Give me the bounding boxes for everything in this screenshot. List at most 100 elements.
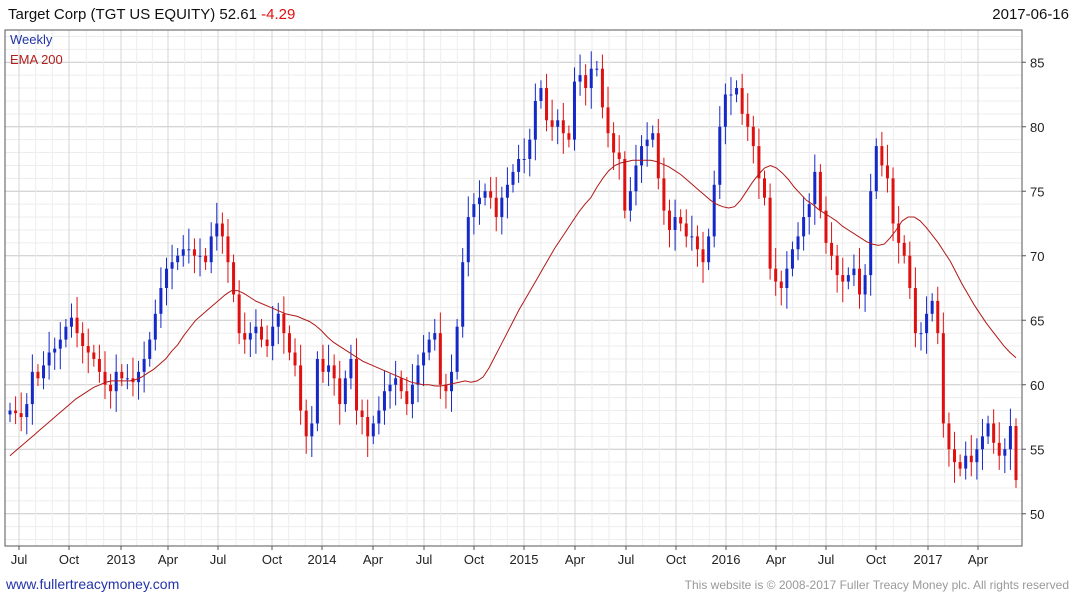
candle-body [567, 133, 571, 140]
candle [332, 354, 336, 396]
x-tick-label: 2015 [510, 552, 539, 567]
candle [500, 186, 504, 235]
candle [584, 64, 588, 106]
candle [142, 341, 146, 393]
candle-body [332, 365, 336, 379]
candle-body [75, 317, 79, 334]
candle [969, 435, 973, 477]
candle-body [807, 204, 811, 218]
candle-body [1008, 426, 1012, 450]
candle [377, 396, 381, 435]
candle [813, 154, 817, 225]
candle-body [785, 268, 789, 288]
candle-body [148, 339, 152, 359]
candle [137, 360, 141, 400]
candle-body [433, 333, 437, 340]
candle-body [237, 294, 241, 334]
candle [131, 357, 135, 397]
candle [366, 399, 370, 457]
candle-body [8, 410, 12, 415]
candle-body [282, 313, 286, 334]
candle [528, 128, 532, 177]
candle [433, 318, 437, 351]
candle [69, 303, 73, 338]
candle [673, 199, 677, 251]
candle [282, 296, 286, 354]
candle-body [69, 317, 73, 327]
candle-body [746, 113, 750, 127]
candle-body [109, 384, 113, 392]
legend-weekly: Weekly [10, 32, 53, 47]
y-axis-ticks: 50 55 60 65 70 75 80 85 [1022, 55, 1044, 522]
candle [651, 125, 655, 148]
candle-body [684, 223, 688, 237]
candle [86, 328, 90, 374]
candle [226, 218, 230, 283]
candle-body [695, 236, 699, 250]
candle [14, 396, 18, 425]
candle [483, 183, 487, 206]
candle-body [304, 410, 308, 437]
candle [679, 209, 683, 232]
candle-body [522, 159, 526, 160]
candle-body [958, 462, 962, 469]
candle [539, 80, 543, 109]
candle [215, 202, 219, 251]
candle-body [349, 358, 353, 379]
candle [958, 454, 962, 477]
candle [422, 335, 426, 387]
candle [30, 354, 34, 425]
candle [975, 438, 979, 480]
candle-body [640, 146, 644, 166]
candle [271, 306, 275, 361]
candle-body [628, 191, 632, 211]
candle-body [980, 436, 984, 450]
candle [858, 248, 862, 309]
candle-body [97, 358, 101, 372]
candle [992, 409, 996, 454]
candle-body [394, 378, 398, 385]
copyright-notice: This website is © 2008-2017 Fuller Treac… [684, 578, 1069, 592]
candle-body [53, 348, 57, 353]
candle [125, 364, 129, 390]
candle-body [377, 410, 381, 424]
candle [42, 351, 46, 390]
x-tick-label: Jul [818, 552, 835, 567]
site-link[interactable]: www.fullertreacymoney.com [6, 576, 180, 592]
candle [774, 248, 778, 296]
candle-body [25, 404, 29, 417]
candle [707, 228, 711, 270]
candle-body [578, 75, 582, 82]
candle [662, 157, 666, 225]
candle-body [651, 133, 655, 140]
x-tick-label: Apr [158, 552, 179, 567]
legend-ema: EMA 200 [10, 52, 63, 67]
candle [299, 344, 303, 425]
candle-body [494, 197, 498, 218]
candle [472, 193, 476, 235]
price-change: -4.29 [261, 6, 296, 23]
candle-body [723, 94, 727, 127]
candle-body [1003, 449, 1007, 456]
candle [494, 177, 498, 232]
candle [925, 296, 929, 354]
candle-body [891, 178, 895, 224]
candle [612, 122, 616, 170]
candle [1014, 418, 1018, 488]
candle [841, 257, 845, 303]
x-tick-label: Apr [565, 552, 586, 567]
candle-body [1014, 426, 1018, 481]
candle [315, 351, 319, 432]
candle [265, 325, 269, 358]
x-axis-ticks: Jul Oct 2013 Apr Jul Oct 2014 Apr Jul Oct 2015 Apr J… [11, 546, 989, 567]
candle [953, 431, 957, 483]
candle [64, 318, 68, 348]
candle [667, 199, 671, 248]
candle [802, 196, 806, 251]
candle-body [477, 197, 481, 205]
candle-body [114, 371, 118, 392]
candle-body [673, 217, 677, 230]
x-tick-label: Oct [464, 552, 485, 567]
candle-body [992, 423, 996, 443]
candle [170, 244, 174, 290]
